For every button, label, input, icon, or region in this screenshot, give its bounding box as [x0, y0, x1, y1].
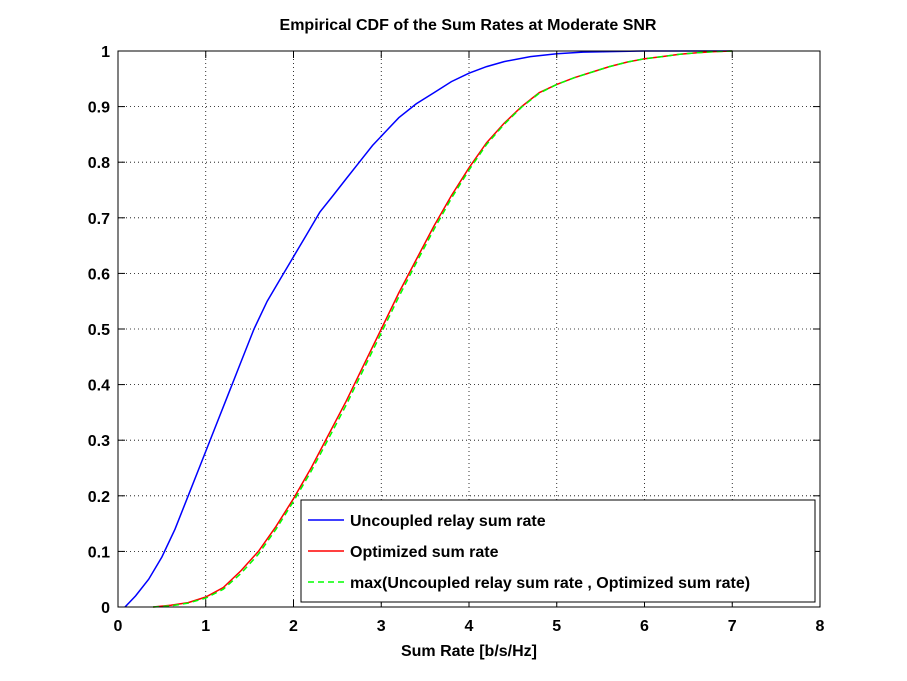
legend-label-2: Optimized sum rate — [350, 544, 499, 561]
x-tick-label: 7 — [728, 618, 737, 635]
y-tick-label: 0.3 — [88, 433, 110, 450]
grid-lines — [118, 51, 820, 607]
x-tick-label: 8 — [816, 618, 825, 635]
y-tick-label: 0.4 — [88, 378, 110, 395]
series-line-3 — [153, 50, 733, 608]
x-axis-label: Sum Rate [b/s/Hz] — [401, 643, 537, 660]
y-tick-label: 0.9 — [88, 100, 110, 117]
x-tick-label: 4 — [465, 618, 474, 635]
x-tick-label: 0 — [114, 618, 123, 635]
x-tick-label: 3 — [377, 618, 386, 635]
x-tick-label: 1 — [201, 618, 210, 635]
y-tick-label: 1 — [101, 44, 110, 61]
y-tick-label: 0.7 — [88, 211, 110, 228]
legend-label-1: Uncoupled relay sum rate — [350, 513, 546, 530]
y-tick-label: 0.1 — [88, 544, 110, 561]
legend-box — [300, 499, 816, 603]
y-tick-label: 0.2 — [88, 489, 110, 506]
y-tick-label: 0.8 — [88, 155, 110, 172]
chart-title: Empirical CDF of the Sum Rates at Modera… — [280, 17, 657, 34]
x-tick-label: 6 — [640, 618, 649, 635]
legend: Uncoupled relay sum rate Optimized sum ra… — [300, 499, 816, 603]
x-tick-label: 2 — [289, 618, 298, 635]
series-line-2 — [153, 50, 733, 608]
y-tick-label: 0.6 — [88, 266, 110, 283]
x-tick-label: 5 — [552, 618, 561, 635]
y-tick-label: 0 — [101, 600, 110, 617]
series-line-1 — [124, 50, 733, 608]
y-tick-label: 0.5 — [88, 322, 110, 339]
series-lines — [124, 50, 733, 608]
legend-label-3: max(Uncoupled relay sum rate , Optimized… — [350, 575, 750, 592]
